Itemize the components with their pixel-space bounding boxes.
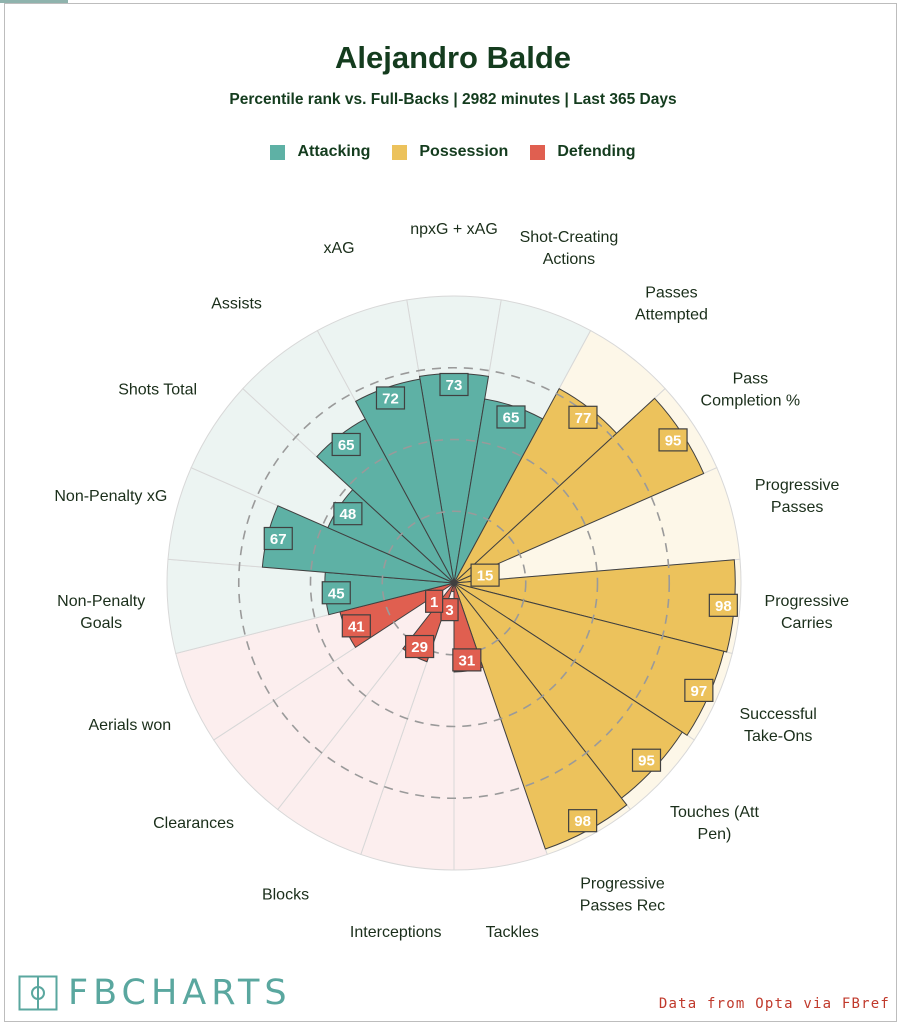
category-label-passes-attempted: Passes Attempted bbox=[635, 285, 708, 324]
svg-text:98: 98 bbox=[715, 598, 732, 615]
category-label-assists: Assists bbox=[211, 296, 262, 313]
value-label-touches-att-pen: 95 bbox=[631, 748, 662, 772]
svg-text:67: 67 bbox=[270, 531, 287, 548]
gridline-50 bbox=[309, 438, 599, 728]
value-label-progressive-carries: 98 bbox=[708, 593, 738, 617]
legend-swatch-attacking bbox=[270, 144, 286, 160]
value-label-successful-take-ons: 97 bbox=[684, 678, 714, 703]
data-source: Data from Opta via FBref bbox=[658, 996, 890, 1012]
value-label-non-penalty-xg: 67 bbox=[263, 526, 293, 551]
svg-text:98: 98 bbox=[574, 813, 591, 830]
category-label-progressive-passes: Progressive Passes bbox=[755, 477, 840, 516]
gridline-75 bbox=[237, 366, 671, 800]
svg-text:65: 65 bbox=[503, 409, 520, 426]
value-label-tackles: 31 bbox=[452, 648, 482, 672]
chart-subtitle: Percentile rank vs. Full-Backs | 2982 mi… bbox=[229, 91, 677, 108]
value-label-blocks: 29 bbox=[405, 634, 435, 659]
pitch-logo-icon bbox=[18, 975, 58, 1011]
category-label-interceptions: Interceptions bbox=[350, 924, 442, 941]
svg-text:45: 45 bbox=[328, 585, 345, 602]
chart-title: Alejandro Balde bbox=[335, 40, 571, 75]
svg-text:29: 29 bbox=[411, 639, 428, 656]
category-label-xag: xAG bbox=[323, 240, 354, 257]
value-label-clearances: 1 bbox=[425, 589, 444, 613]
value-label-interceptions: 3 bbox=[440, 598, 459, 622]
legend-label-defending: Defending bbox=[557, 143, 636, 160]
value-label-npxg-xag: 73 bbox=[439, 372, 469, 397]
category-label-touches-att-pen: Touches (Att Pen) bbox=[670, 804, 759, 843]
legend-label-attacking: Attacking bbox=[297, 143, 371, 160]
legend-swatch-possession bbox=[392, 144, 408, 160]
svg-text:15: 15 bbox=[477, 568, 494, 585]
category-label-progressive-passes-rec: Progressive Passes Rec bbox=[580, 875, 665, 914]
brand: FBCHARTS bbox=[18, 973, 292, 1013]
value-label-pass-completion: 95 bbox=[658, 428, 688, 452]
svg-text:3: 3 bbox=[445, 602, 453, 619]
value-label-non-penalty-goals: 45 bbox=[321, 581, 351, 605]
legend-label-possession: Possession bbox=[419, 143, 509, 160]
value-label-shots-total: 48 bbox=[333, 502, 363, 526]
category-label-non-penalty-goals: Non-Penalty Goals bbox=[57, 593, 145, 632]
svg-text:48: 48 bbox=[340, 506, 357, 523]
legend-item-defending: Defending bbox=[530, 143, 636, 161]
category-label-npxg-xag: npxG + xAG bbox=[410, 221, 498, 238]
brand-name: FBCHARTS bbox=[68, 973, 292, 1013]
category-label-successful-take-ons: Successful Take-Ons bbox=[739, 706, 816, 745]
svg-text:73: 73 bbox=[446, 377, 463, 394]
svg-text:97: 97 bbox=[691, 683, 708, 700]
value-label-aerials-won: 41 bbox=[341, 614, 371, 638]
svg-text:31: 31 bbox=[458, 652, 475, 669]
svg-text:1: 1 bbox=[430, 594, 438, 611]
category-label-non-penalty-xg: Non-Penalty xG bbox=[54, 488, 167, 505]
value-label-progressive-passes: 15 bbox=[470, 563, 500, 587]
category-label-aerials-won: Aerials won bbox=[88, 717, 171, 734]
value-label-shot-creating-actions: 65 bbox=[496, 405, 526, 429]
legend-item-possession: Possession bbox=[392, 143, 508, 161]
corner-tab bbox=[0, 0, 68, 3]
category-label-shots-total: Shots Total bbox=[118, 381, 197, 398]
category-label-progressive-carries: Progressive Carries bbox=[765, 593, 850, 632]
svg-text:72: 72 bbox=[382, 390, 399, 407]
svg-text:95: 95 bbox=[665, 432, 682, 449]
value-label-progressive-passes-rec: 98 bbox=[568, 809, 598, 833]
category-label-blocks: Blocks bbox=[262, 886, 309, 903]
legend-item-attacking: Attacking bbox=[270, 143, 370, 161]
svg-text:65: 65 bbox=[338, 437, 355, 454]
legend-swatch-defending bbox=[530, 144, 546, 160]
category-label-tackles: Tackles bbox=[486, 924, 539, 941]
svg-text:41: 41 bbox=[348, 618, 365, 635]
value-label-passes-attempted: 77 bbox=[568, 405, 598, 429]
svg-text:77: 77 bbox=[575, 410, 592, 427]
value-label-assists: 65 bbox=[331, 432, 361, 457]
svg-text:95: 95 bbox=[638, 753, 655, 770]
category-label-shot-creating-actions: Shot-Creating Actions bbox=[520, 229, 619, 268]
value-label-xag: 72 bbox=[375, 386, 406, 410]
category-label-clearances: Clearances bbox=[153, 815, 234, 832]
category-label-pass-completion: Pass Completion % bbox=[701, 370, 801, 409]
legend: Attacking Possession Defending bbox=[0, 143, 906, 161]
